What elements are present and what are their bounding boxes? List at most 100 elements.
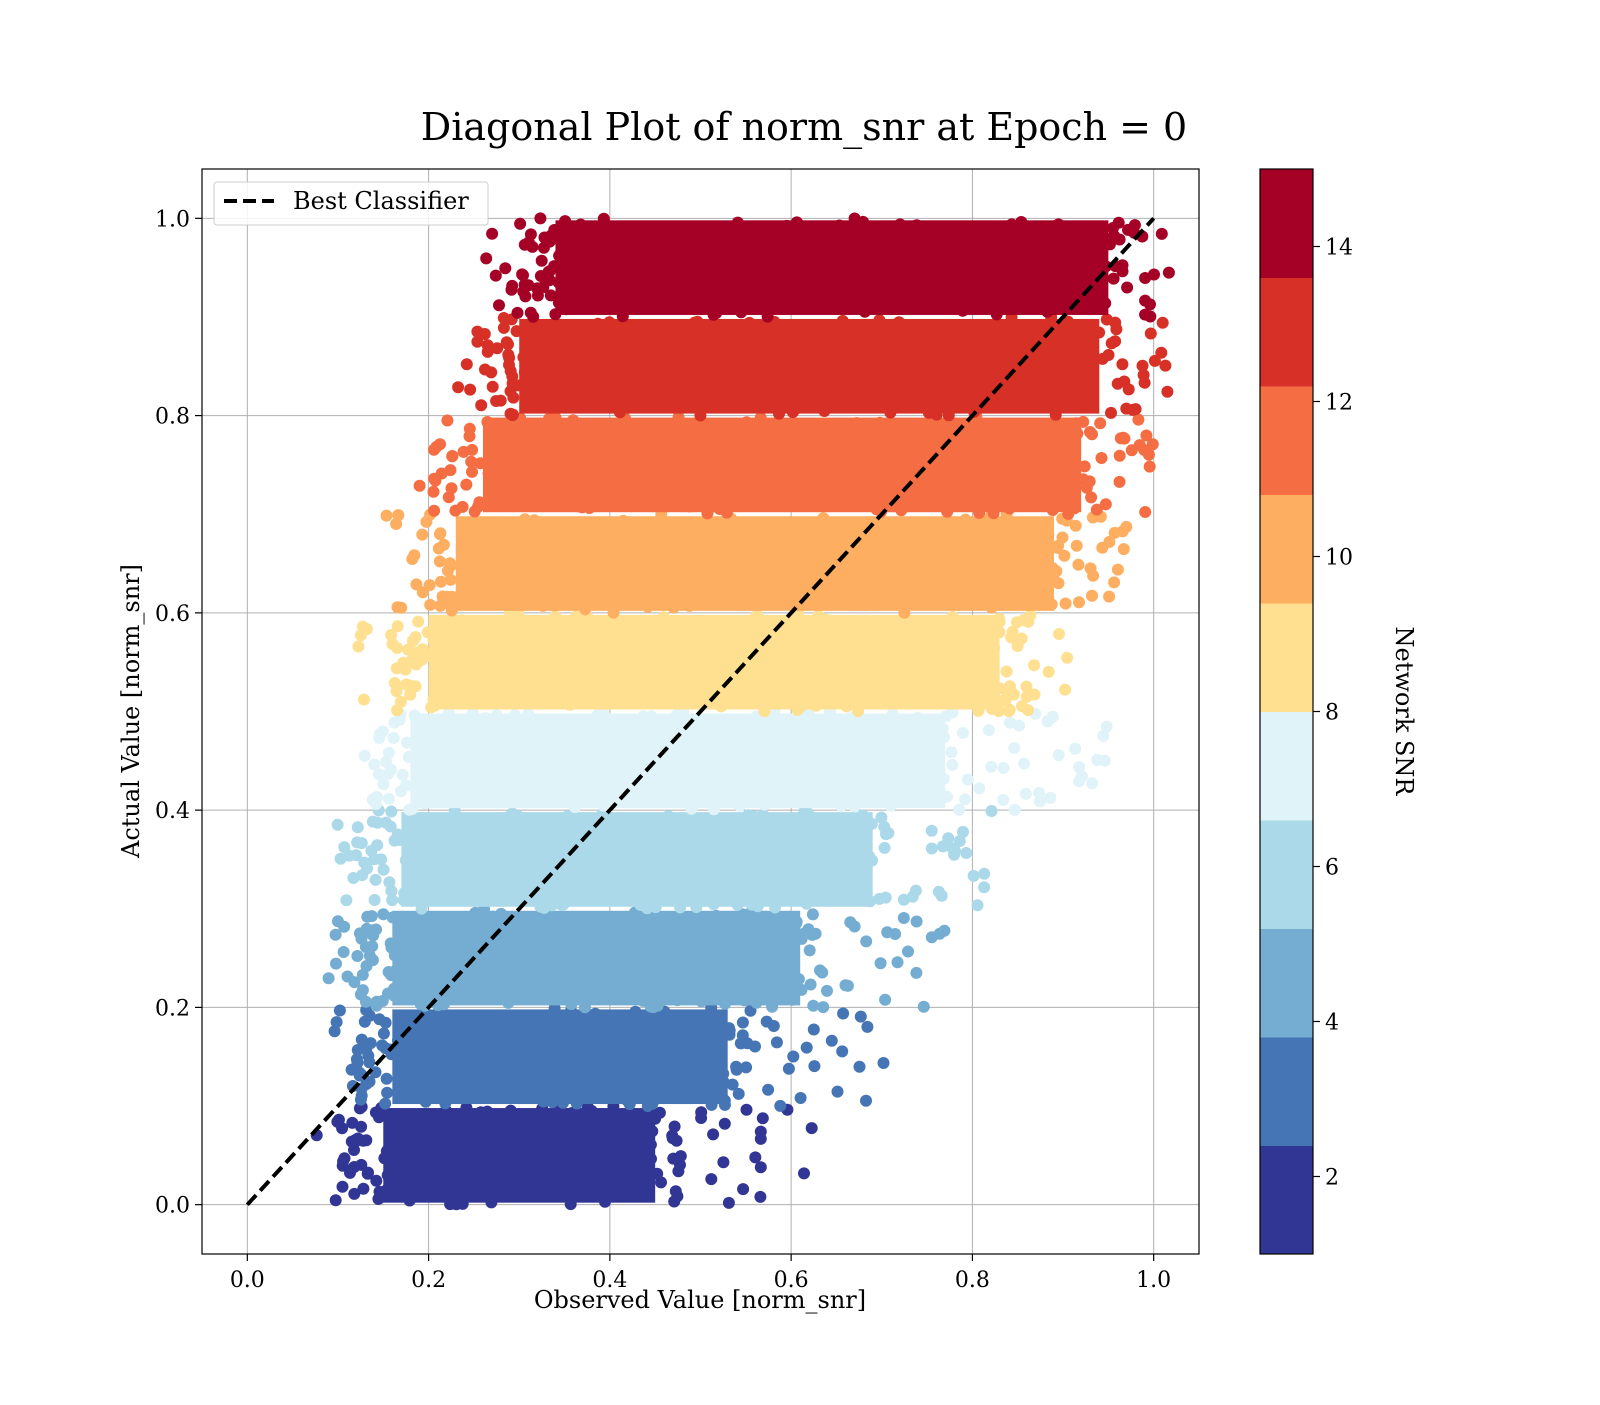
scatter-point xyxy=(961,773,974,786)
scatter-point xyxy=(391,601,404,614)
scatter-point xyxy=(485,458,498,471)
scatter-point xyxy=(653,1106,666,1119)
scatter-point xyxy=(1087,569,1100,582)
colorbar-segments xyxy=(1260,169,1313,1255)
scatter-point xyxy=(1058,549,1071,562)
scatter-point xyxy=(853,1060,866,1073)
scatter-point xyxy=(405,679,418,692)
scatter-point xyxy=(535,254,548,267)
scatter-point xyxy=(391,620,404,633)
scatter-point xyxy=(361,910,374,923)
scatter-point xyxy=(879,993,892,1006)
scatter-point xyxy=(337,1155,350,1168)
scatter-point xyxy=(1028,688,1041,701)
scatter-point xyxy=(548,224,561,236)
legend-box xyxy=(213,181,489,226)
scatter-point xyxy=(433,621,446,634)
scatter-point xyxy=(553,249,566,262)
scatter-point xyxy=(363,1056,376,1069)
scatter-point xyxy=(331,818,344,831)
y-axis-label: Actual Value [norm_snr] xyxy=(117,564,145,859)
scatter-point xyxy=(377,863,390,876)
scatter-point xyxy=(446,450,459,463)
scatter-point xyxy=(434,599,447,612)
scatter-point xyxy=(1094,261,1107,274)
scatter-point xyxy=(380,509,393,522)
scatter-point xyxy=(1080,481,1093,494)
scatter-point xyxy=(707,1128,720,1141)
scatter-point xyxy=(770,1036,783,1049)
scatter-point xyxy=(938,924,951,937)
scatter-point xyxy=(390,518,403,530)
scatter-point xyxy=(722,1196,735,1209)
scatter-point xyxy=(891,956,904,969)
scatter-point xyxy=(444,573,457,586)
scatter-point xyxy=(445,590,458,603)
scatter-point xyxy=(428,443,440,456)
scatter-point xyxy=(330,1016,343,1029)
scatter-point xyxy=(1138,444,1151,457)
scatter-point xyxy=(397,894,410,907)
scatter-point xyxy=(736,1029,749,1042)
scatter-point xyxy=(740,1061,753,1074)
scatter-point xyxy=(444,557,456,570)
scatter-point xyxy=(1108,576,1121,589)
scatter-point xyxy=(1146,438,1159,451)
x-tick-label: 0.0 xyxy=(230,1268,265,1293)
scatter-point xyxy=(1136,359,1149,372)
scatter-point xyxy=(369,1066,382,1079)
scatter-point xyxy=(502,338,514,351)
diagonal-line xyxy=(245,216,1156,1207)
scatter-point xyxy=(322,972,335,985)
y-tick-label: 1.0 xyxy=(155,207,190,232)
scatter-point xyxy=(1078,460,1091,473)
colorbar-tick-label: 12 xyxy=(1325,391,1353,416)
scatter-point xyxy=(957,825,969,838)
scatter-point xyxy=(1059,597,1072,610)
x-tick-label: 1.0 xyxy=(1136,1268,1171,1293)
scatter-band xyxy=(310,1100,818,1211)
scatter-point xyxy=(1069,742,1082,755)
scatter-point xyxy=(331,1115,344,1128)
scatter-point xyxy=(1041,715,1054,728)
scatter-point xyxy=(737,1183,750,1196)
scatter-point xyxy=(464,383,477,396)
scatter-point xyxy=(1139,294,1152,307)
scatter-point xyxy=(385,885,398,897)
scatter-point xyxy=(1113,449,1126,462)
scatter-point xyxy=(1125,444,1138,457)
scatter-point xyxy=(475,399,488,412)
scatter-density-fill xyxy=(383,1108,656,1203)
scatter-point xyxy=(1008,742,1021,754)
scatter-point xyxy=(381,1086,394,1099)
scatter-point xyxy=(441,414,454,427)
scatter-point xyxy=(957,726,969,739)
plot-frame xyxy=(201,168,1200,1255)
scatter-point xyxy=(798,1167,810,1180)
scatter-point xyxy=(1002,687,1015,700)
scatter-point xyxy=(537,241,550,254)
scatter-point xyxy=(445,482,458,495)
scatter-point xyxy=(1070,539,1083,552)
scatter-point xyxy=(380,755,393,768)
scatter-point xyxy=(371,997,384,1010)
scatter-point xyxy=(1109,335,1122,348)
scatter-point xyxy=(1052,749,1065,762)
scatter-point xyxy=(1156,316,1169,329)
scatter-point xyxy=(377,778,390,791)
scatter-point xyxy=(1044,791,1057,804)
scatter-point xyxy=(406,553,419,565)
scatter-density-fill xyxy=(410,713,946,809)
scatter-density-fill xyxy=(392,1009,728,1105)
scatter-point xyxy=(816,966,829,979)
x-axis-ticks: 0.0 0.2 0.4 0.6 0.8 1.0 xyxy=(230,1254,1171,1293)
scatter-point xyxy=(481,345,494,358)
scatter-point xyxy=(486,227,499,240)
scatter-point xyxy=(749,1040,761,1053)
scatter-point xyxy=(1143,460,1156,473)
scatter-point xyxy=(376,1188,389,1201)
scatter-point xyxy=(428,504,441,517)
scatter-point xyxy=(348,976,361,989)
scatter-point xyxy=(1076,770,1088,783)
scatter-band xyxy=(328,1001,890,1112)
